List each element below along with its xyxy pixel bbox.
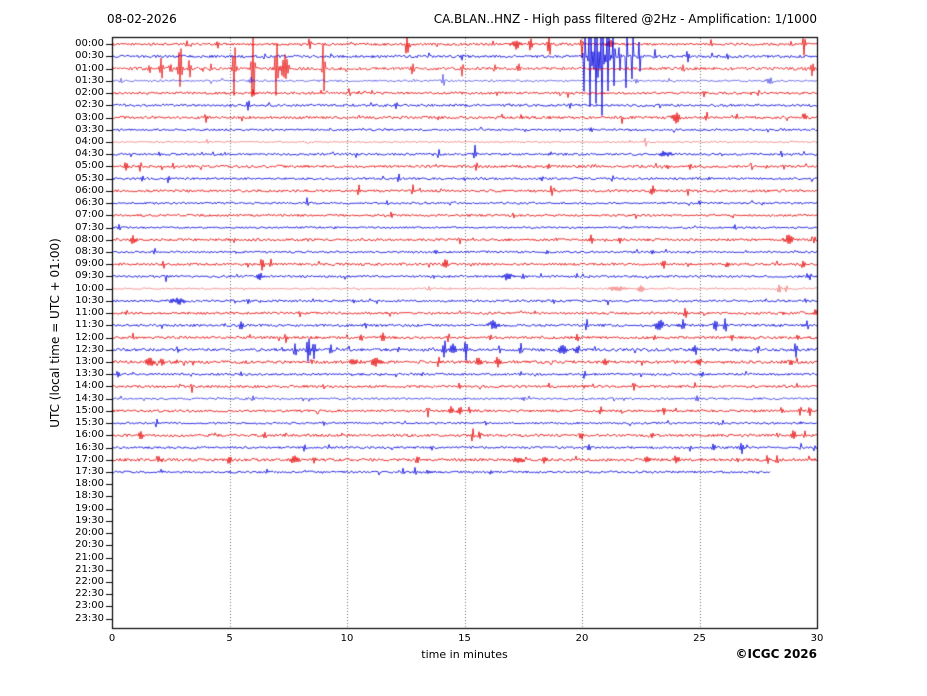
x-tick-label: 0 bbox=[108, 633, 116, 644]
y-tick-label: 15:00 bbox=[75, 404, 104, 416]
y-tick-label: 09:30 bbox=[75, 270, 104, 282]
y-tick-label: 20:00 bbox=[75, 527, 104, 539]
y-tick-label: 04:30 bbox=[75, 148, 104, 160]
y-tick-label: 19:00 bbox=[75, 502, 104, 514]
y-tick-label: 07:30 bbox=[75, 221, 104, 233]
y-tick-label: 12:00 bbox=[75, 331, 104, 343]
y-tick-label: 16:30 bbox=[75, 441, 104, 453]
x-axis-label: time in minutes bbox=[421, 648, 508, 661]
y-tick-label: 18:00 bbox=[75, 478, 104, 490]
x-tick-label: 25 bbox=[693, 633, 706, 644]
y-tick-label: 12:30 bbox=[75, 343, 104, 355]
y-tick-label: 10:30 bbox=[75, 294, 104, 306]
y-tick-label: 20:30 bbox=[75, 539, 104, 551]
y-tick-label: 01:30 bbox=[75, 74, 104, 86]
copyright-credit: ©ICGC 2026 bbox=[735, 647, 817, 661]
y-tick-label: 11:00 bbox=[75, 307, 104, 319]
y-tick-label: 01:00 bbox=[75, 62, 104, 74]
y-tick-label: 02:00 bbox=[75, 87, 104, 99]
y-tick-label: 16:00 bbox=[75, 429, 104, 441]
x-tick-label: 30 bbox=[810, 633, 824, 644]
y-tick-label: 13:30 bbox=[75, 368, 104, 380]
y-tick-label: 21:00 bbox=[75, 551, 104, 563]
y-tick-label: 22:00 bbox=[75, 576, 104, 588]
y-tick-label: 05:00 bbox=[75, 160, 104, 172]
y-tick-label: 22:30 bbox=[75, 588, 104, 600]
y-tick-label: 17:30 bbox=[75, 466, 104, 478]
y-tick-label: 08:00 bbox=[75, 233, 104, 245]
y-tick-label: 00:00 bbox=[75, 38, 104, 50]
x-tick-label: 15 bbox=[458, 633, 471, 644]
y-tick-label: 13:00 bbox=[75, 356, 104, 367]
y-tick-label: 15:30 bbox=[75, 417, 104, 429]
x-tick-label: 20 bbox=[575, 633, 589, 644]
y-tick-label: 03:00 bbox=[75, 111, 104, 123]
y-tick-label: 00:30 bbox=[75, 50, 104, 62]
y-tick-label: 03:30 bbox=[75, 123, 104, 135]
y-tick-label: 17:00 bbox=[75, 453, 104, 465]
y-tick-label: 21:30 bbox=[75, 563, 104, 575]
x-tick-label: 10 bbox=[340, 633, 354, 644]
y-tick-label: 18:30 bbox=[75, 490, 104, 502]
y-tick-label: 02:30 bbox=[75, 99, 104, 111]
y-tick-label: 07:00 bbox=[75, 209, 104, 221]
y-tick-label: 14:00 bbox=[75, 380, 104, 392]
y-tick-label: 14:30 bbox=[75, 392, 104, 404]
y-tick-label: 08:30 bbox=[75, 245, 104, 257]
y-tick-label: 09:00 bbox=[75, 258, 104, 270]
y-tick-label: 19:30 bbox=[75, 514, 104, 526]
y-tick-label: 23:00 bbox=[75, 600, 104, 612]
x-tick-label: 5 bbox=[226, 633, 233, 644]
y-tick-label: 04:00 bbox=[75, 135, 104, 147]
y-tick-label: 05:30 bbox=[75, 172, 104, 184]
y-tick-label: 06:00 bbox=[75, 184, 104, 196]
y-tick-label: 11:30 bbox=[75, 319, 104, 331]
y-tick-label: 10:00 bbox=[75, 282, 104, 294]
y-tick-label: 23:30 bbox=[75, 612, 104, 624]
y-tick-label: 06:30 bbox=[75, 197, 104, 209]
